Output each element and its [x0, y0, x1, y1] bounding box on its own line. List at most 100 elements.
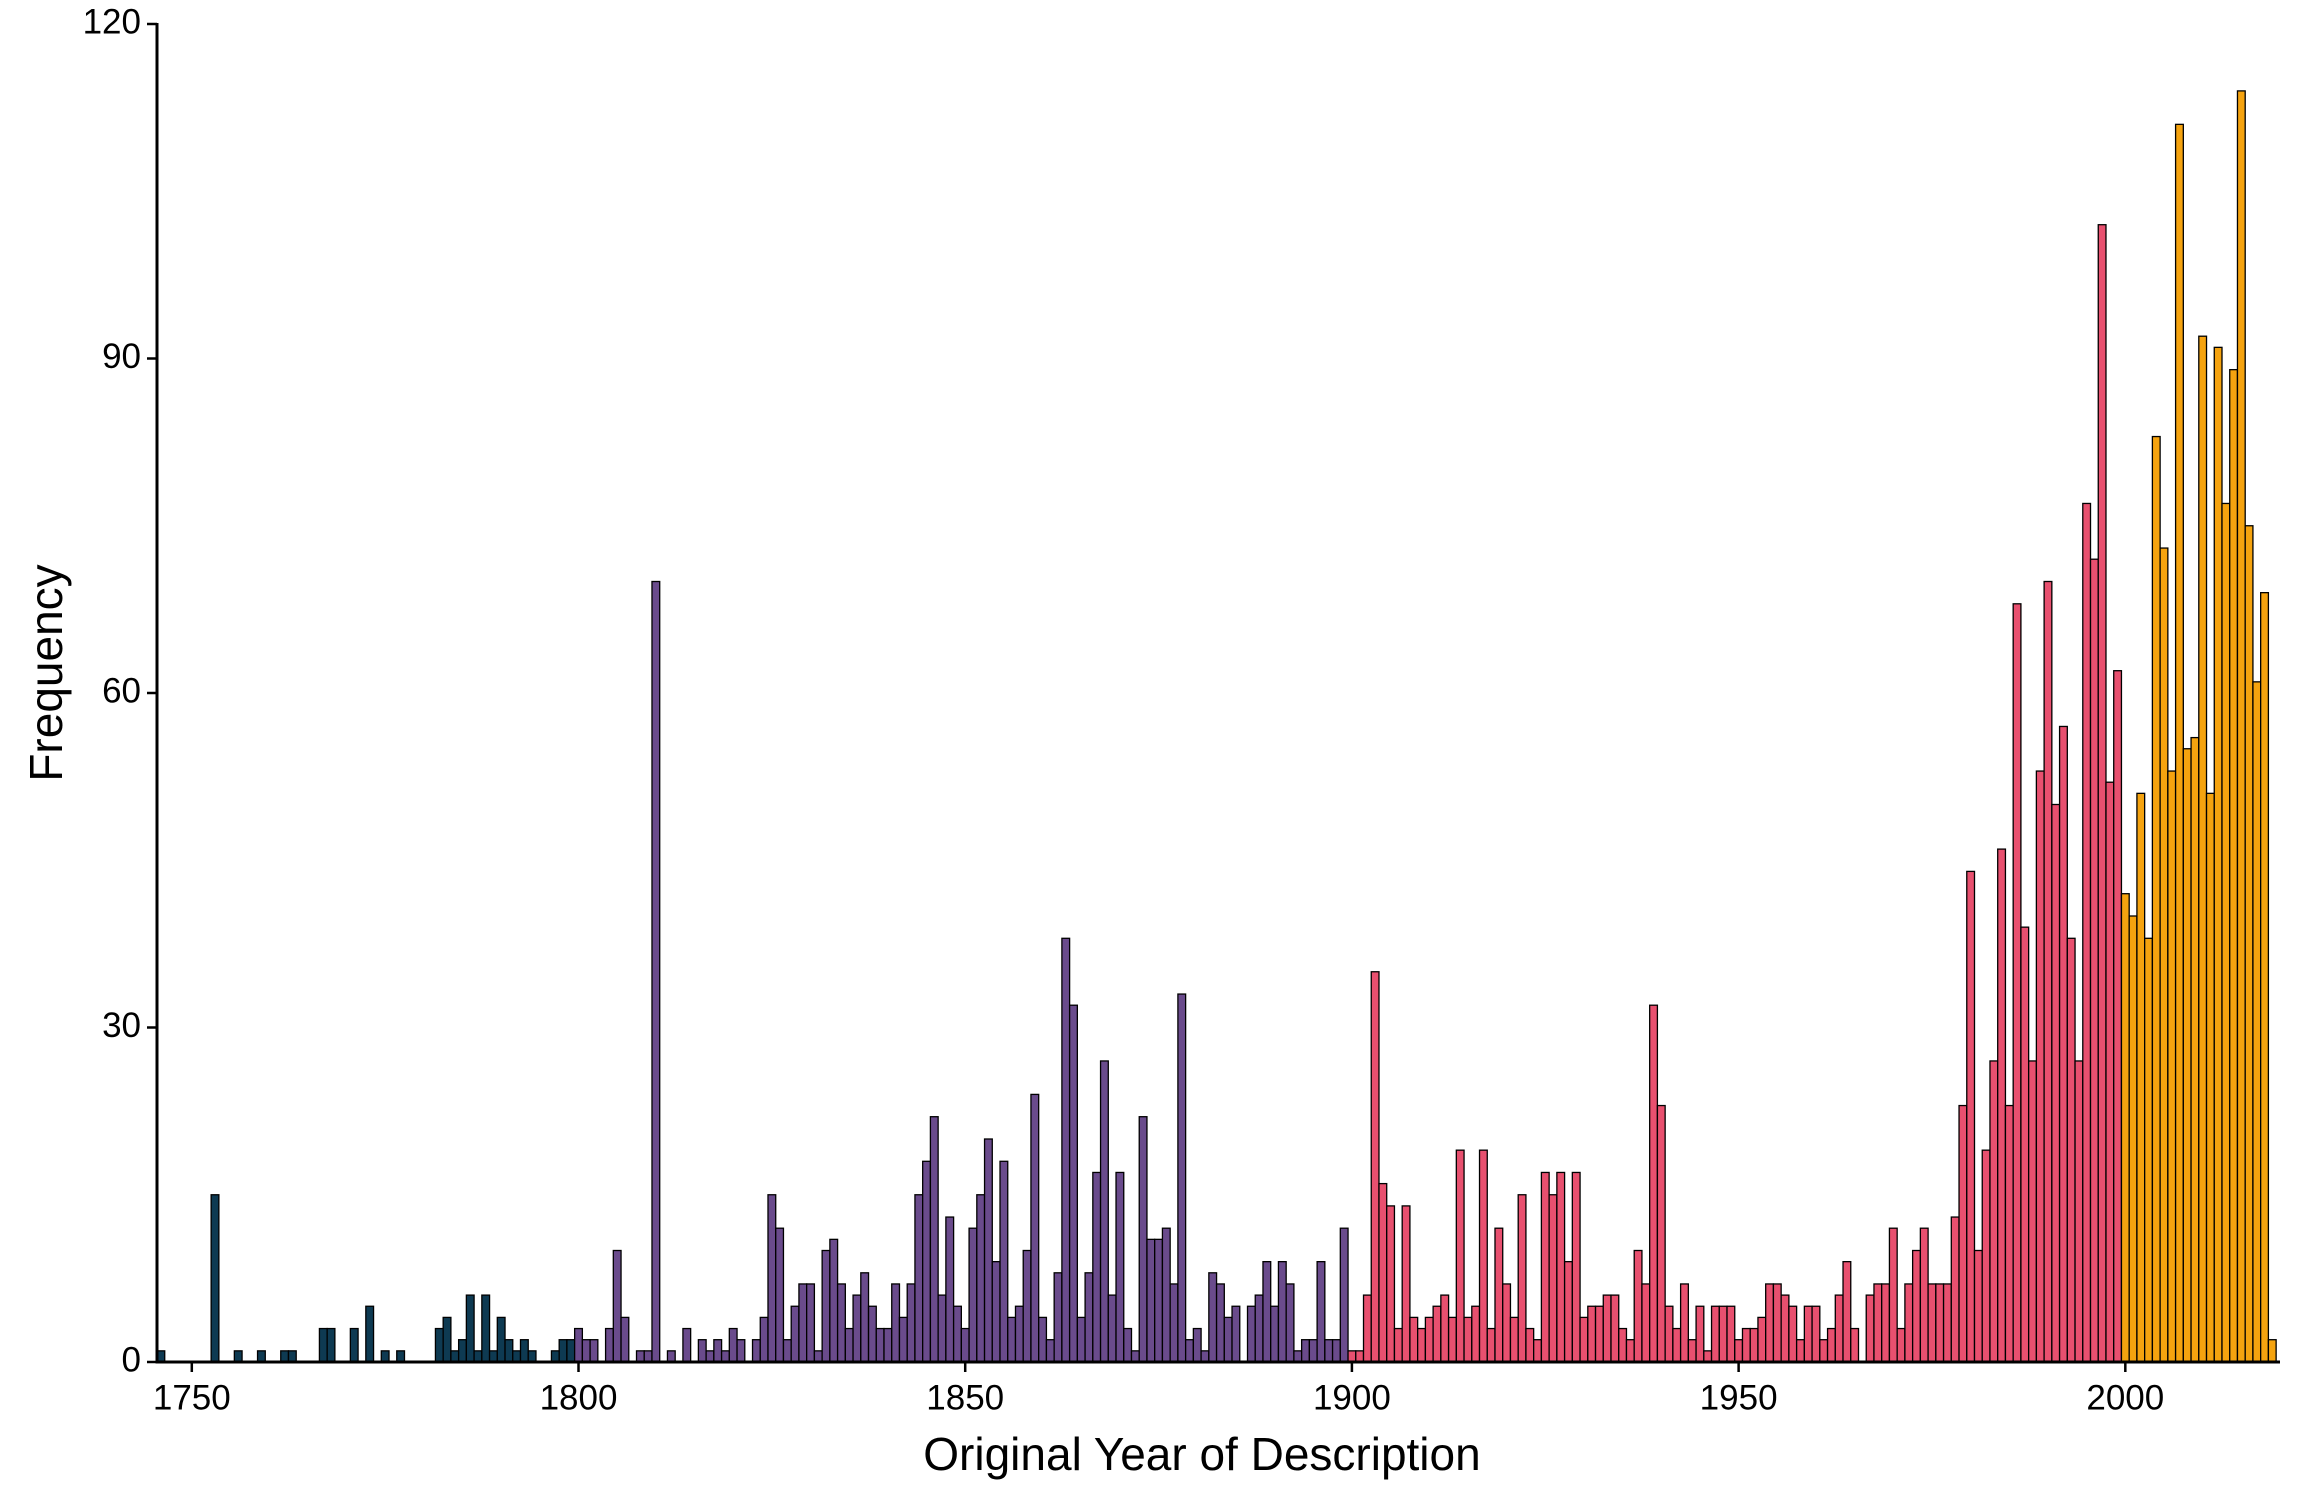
bar: [1486, 1327, 1496, 1363]
bar: [1123, 1327, 1133, 1363]
bar: [1741, 1327, 1751, 1363]
bar: [991, 1261, 1001, 1363]
bar: [1215, 1283, 1225, 1363]
bar: [1424, 1316, 1434, 1363]
bar: [1417, 1327, 1427, 1363]
bar: [1076, 1316, 1086, 1363]
y-tick-label: 0: [122, 1340, 141, 1379]
y-tick-label: 60: [102, 671, 141, 710]
bar: [1850, 1327, 1860, 1363]
bar: [2229, 368, 2239, 1363]
bar: [697, 1339, 707, 1363]
bar: [1811, 1305, 1821, 1363]
bar: [1355, 1350, 1365, 1363]
bar: [1362, 1294, 1372, 1363]
bar: [1339, 1227, 1349, 1363]
bar: [1641, 1283, 1651, 1363]
bar: [1563, 1261, 1573, 1363]
bar: [1757, 1316, 1767, 1363]
bar: [1625, 1339, 1635, 1363]
bar: [2167, 770, 2177, 1363]
bar: [2213, 346, 2223, 1363]
bar: [473, 1350, 483, 1363]
bar: [759, 1316, 769, 1363]
bar: [519, 1339, 529, 1363]
bar: [573, 1327, 584, 1363]
bar: [581, 1339, 591, 1363]
bar: [728, 1327, 738, 1363]
bar: [1718, 1305, 1728, 1363]
bar: [566, 1339, 576, 1363]
bar: [1432, 1305, 1442, 1363]
bar: [2267, 1339, 2277, 1363]
bar: [1478, 1149, 1488, 1363]
bar: [1997, 848, 2007, 1363]
bar: [875, 1327, 885, 1363]
bar: [1517, 1194, 1527, 1363]
bar: [2113, 670, 2123, 1363]
bar: [1378, 1182, 1388, 1363]
bar: [550, 1350, 560, 1363]
bar: [1285, 1283, 1295, 1363]
bar: [1068, 1004, 1079, 1363]
bar: [1710, 1305, 1720, 1363]
bar: [798, 1283, 808, 1363]
bar: [1687, 1339, 1697, 1363]
bar: [1726, 1305, 1736, 1363]
bar: [1022, 1249, 1032, 1363]
x-tick-label: 1800: [540, 1378, 618, 1417]
bar: [1045, 1339, 1055, 1363]
bar: [2159, 547, 2169, 1363]
bar: [1130, 1350, 1140, 1363]
bar: [1865, 1294, 1875, 1363]
bar: [651, 580, 661, 1363]
bar: [945, 1216, 955, 1363]
bar: [589, 1339, 599, 1363]
bar: [2190, 736, 2200, 1363]
bar: [287, 1350, 297, 1363]
bar: [1981, 1149, 1991, 1363]
bar: [1950, 1216, 1960, 1363]
bar: [1146, 1238, 1156, 1363]
bar: [2205, 792, 2215, 1363]
bar: [1447, 1316, 1457, 1363]
bar: [775, 1227, 785, 1363]
bar: [666, 1350, 676, 1363]
bar: [1703, 1350, 1713, 1363]
bar: [860, 1272, 870, 1363]
bar: [1494, 1227, 1504, 1363]
bar: [1401, 1205, 1411, 1363]
bar: [643, 1350, 653, 1363]
bar: [1780, 1294, 1790, 1363]
bar: [620, 1316, 630, 1363]
bar: [952, 1305, 962, 1363]
bar: [1973, 1249, 1983, 1363]
bar: [604, 1327, 614, 1363]
bar: [1795, 1339, 1806, 1363]
bar: [1200, 1350, 1210, 1363]
bar: [442, 1316, 452, 1363]
bar: [1734, 1339, 1744, 1363]
bar: [2144, 937, 2154, 1363]
bar: [1525, 1327, 1535, 1363]
bar: [1223, 1316, 1233, 1363]
bar: [782, 1339, 792, 1363]
bar: [2260, 592, 2270, 1363]
bar: [1873, 1283, 1883, 1363]
bar: [1904, 1283, 1914, 1363]
bar: [2012, 603, 2022, 1363]
bar: [2051, 803, 2061, 1363]
bar: [2136, 792, 2146, 1363]
bar: [1942, 1283, 1952, 1363]
bar: [1107, 1294, 1117, 1363]
bar: [1749, 1327, 1759, 1363]
bar: [496, 1316, 506, 1363]
bar: [1246, 1305, 1256, 1363]
axes: 0 30 60 90 120 1750 1800 1850 1900 1950 2000: [83, 2, 2280, 1417]
bar: [968, 1227, 978, 1363]
bar: [906, 1283, 916, 1363]
bar: [1656, 1104, 1666, 1363]
bar: [1007, 1316, 1017, 1363]
